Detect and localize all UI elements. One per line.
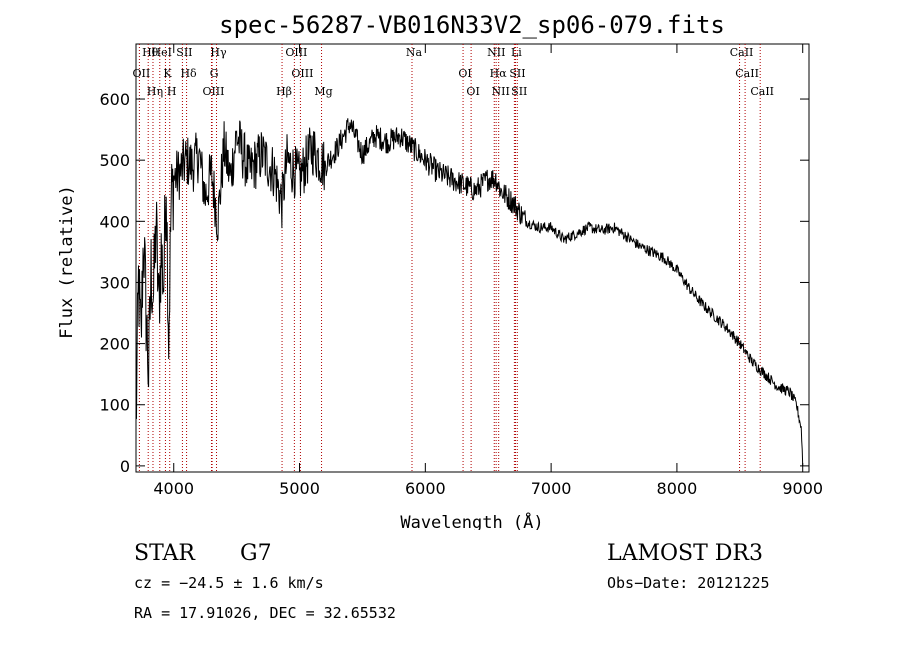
x-tick-label: 8000 bbox=[657, 479, 698, 498]
line-label: OI bbox=[458, 67, 471, 80]
line-label: SII bbox=[176, 46, 192, 59]
line-label: OI bbox=[466, 85, 479, 98]
line-label: Hη bbox=[147, 85, 163, 98]
x-tick-label: 4000 bbox=[153, 479, 194, 498]
line-label: OIII bbox=[202, 85, 224, 98]
x-tick-label: 7000 bbox=[531, 479, 572, 498]
line-label: OIII bbox=[291, 67, 313, 80]
line-label: NII bbox=[487, 46, 505, 59]
observation-date: Obs−Date: 20121225 bbox=[607, 574, 770, 592]
line-label: Hγ bbox=[210, 46, 227, 59]
line-label: OIII bbox=[285, 46, 307, 59]
x-tick-label: 9000 bbox=[782, 479, 823, 498]
y-tick-label: 500 bbox=[99, 151, 130, 170]
line-label: Hθ bbox=[142, 46, 159, 59]
line-label: CaII bbox=[750, 85, 774, 98]
line-label: K bbox=[163, 67, 172, 80]
line-label: OII bbox=[133, 67, 151, 80]
spectrum-chart: spec-56287-VB016N33V2_sp06-079.fits Hθ OI… bbox=[57, 11, 823, 533]
plot-frame bbox=[135, 43, 810, 473]
line-label: SII bbox=[511, 85, 527, 98]
y-tick-label: 200 bbox=[99, 335, 130, 354]
flux-series-line bbox=[135, 118, 804, 466]
line-label: Mg bbox=[314, 85, 332, 98]
line-label: G bbox=[210, 67, 219, 80]
object-subclass: G7 bbox=[240, 541, 272, 566]
line-label: CaII bbox=[730, 46, 754, 59]
axis-ticks bbox=[136, 44, 809, 472]
x-tick-label: 5000 bbox=[279, 479, 320, 498]
coordinates: RA = 17.91026, DEC = 32.65532 bbox=[134, 604, 396, 622]
line-label: SII bbox=[509, 67, 525, 80]
line-label: HeI bbox=[152, 46, 172, 59]
line-label: Li bbox=[511, 46, 522, 59]
y-axis-label: Flux (relative) bbox=[57, 185, 77, 339]
chart-title: spec-56287-VB016N33V2_sp06-079.fits bbox=[219, 11, 725, 39]
line-label: Hβ bbox=[276, 85, 292, 98]
y-tick-label: 0 bbox=[120, 457, 130, 476]
line-label: CaII bbox=[735, 67, 759, 80]
line-label: Na bbox=[406, 46, 423, 59]
y-tick-label: 300 bbox=[99, 273, 130, 292]
line-label: NII bbox=[492, 85, 510, 98]
y-tick-label: 600 bbox=[99, 90, 130, 109]
y-tick-label: 400 bbox=[99, 212, 130, 231]
x-axis-label: Wavelength (Å) bbox=[400, 511, 543, 530]
redshift-velocity: cz = −24.5 ± 1.6 km/s bbox=[134, 574, 324, 592]
object-type: STAR bbox=[134, 541, 195, 566]
spectral-line-markers bbox=[138, 44, 761, 472]
spectral-line-labels: HθOIIHηHeIKHSIIHδOIIIHγGHβOIIIOIIIMgNaOI… bbox=[133, 46, 774, 98]
survey-name: LAMOST DR3 bbox=[607, 541, 763, 566]
line-label: H bbox=[167, 85, 177, 98]
axis-tick-labels: 4000 5000 6000 7000 8000 9000 0 100 200 300 400 500… bbox=[99, 90, 823, 498]
line-label: Hα bbox=[490, 67, 508, 80]
line-label: Hδ bbox=[180, 67, 197, 80]
x-tick-label: 6000 bbox=[405, 479, 446, 498]
y-tick-label: 100 bbox=[99, 396, 130, 415]
